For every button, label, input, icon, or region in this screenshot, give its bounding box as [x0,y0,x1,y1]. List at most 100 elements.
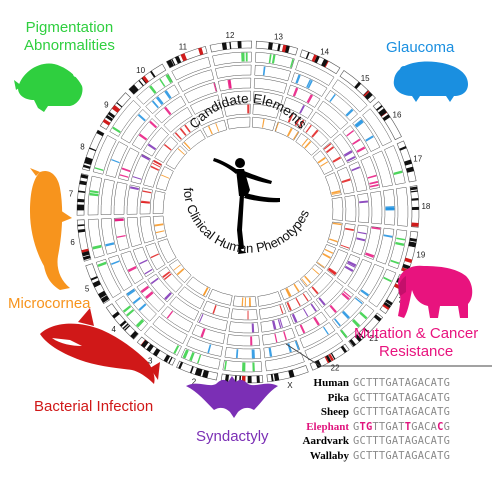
track-ring [183,81,218,104]
label-microcornea-line1: Microcornea [8,295,91,312]
chromosome-label: X [287,381,293,390]
species-sequence: GTGTTGATTGACACG [353,420,451,433]
track-ring [163,106,193,133]
chromosome-label: 13 [274,33,283,42]
track-ring [197,312,228,332]
track-ring [152,190,166,215]
track-ring [217,77,252,92]
label-glaucoma: Glaucoma [386,39,454,57]
track-ring [279,280,305,301]
track-ring [224,347,262,360]
track-ring [324,172,342,197]
track-ring [172,118,200,143]
track-ring [202,300,231,319]
track-ring [120,250,144,285]
bat-icon [186,376,278,418]
track-ring [395,186,409,227]
chromosome-10 [128,63,167,95]
track-ring [251,116,276,131]
chromosome-label: 9 [104,100,109,109]
track-ring [109,99,141,137]
track-ring [92,135,117,175]
label-pigmentation: Pigmentation Abnormalities [24,19,115,55]
species-name: Human [313,377,349,389]
track-ring [327,221,343,247]
alignment-row: Wallaby GCTTTGATAGACATG [287,449,450,464]
track-ring [261,327,296,346]
phenotype-tracks [89,52,406,372]
track-ring [331,296,365,329]
chromosome-4 [105,303,139,340]
species-name: Pika [327,391,349,404]
species-name: Aardvark [302,435,349,448]
track-ring [155,166,174,191]
track-ring [317,100,349,130]
chromosome-label: 12 [226,31,235,40]
track-ring [87,218,105,259]
circos-rings [87,51,409,373]
label-bacterial-line1: Bacterial Infection [34,398,154,415]
track-ring [264,352,305,372]
track-ring [326,249,349,277]
species-name: Elephant [306,420,349,433]
track-ring [126,216,143,248]
species-sequence: GCTTTGATAGACATG [353,449,451,462]
species-sequence: GCTTTGATAGACATG [353,406,451,419]
chromosome-11 [166,46,208,69]
species-sequence: GCTTTGATAGACATG [353,435,451,448]
track-ring [130,153,151,185]
track-ring [131,118,160,150]
track-ring [362,108,392,147]
track-ring [331,79,368,113]
track-ring [144,325,182,356]
track-ring [370,190,383,225]
track-ring [145,84,180,115]
chromosome-label: 11 [179,42,188,51]
chromosome-label: 17 [413,154,422,163]
chromosome-label: 3 [148,357,153,366]
chromosome-label: 4 [111,325,116,334]
alignment-row: Pika GCTTTGATAGACATG [287,391,450,406]
chromosome-label: 10 [136,66,145,75]
label-glaucoma-line1: Glaucoma [386,39,455,56]
track-ring [108,254,133,292]
track-ring [357,192,370,224]
label-pigmentation-line2: Abnormalities [24,37,115,54]
track-ring [372,150,393,188]
species-name: Wallaby [309,449,349,462]
track-ring [152,215,167,240]
track-ring [230,308,258,321]
track-ring [344,194,357,222]
track-ring [384,145,406,185]
track-ring [331,196,344,221]
track-ring [215,64,252,79]
species-sequence: GCTTTGATAGACATG [353,391,451,404]
track-ring [360,155,381,190]
track-ring [258,303,287,320]
track-ring [126,184,141,215]
track-ring [171,56,211,81]
track-ring [157,238,177,264]
alignment-row: Human GCTTTGATAGACATG [287,376,450,391]
track-ring [152,316,188,345]
alignment-row: Elephant GTGTTGATTGACACG [287,420,450,435]
track-ring [312,150,334,175]
chromosome-label: 15 [361,74,370,83]
track-ring [220,90,251,105]
track-ring [339,304,375,339]
chromosome-label: 18 [421,202,430,211]
dolphin-icon [30,168,72,290]
species-name: Sheep [320,406,349,419]
track-ring [143,159,163,188]
track-ring [158,266,183,293]
label-syndactyly: Syndactyly [196,428,269,446]
label-microcornea: Microcornea [8,295,91,313]
chromosome-label: 7 [69,190,74,199]
track-ring [257,291,282,307]
track-ring [304,332,344,361]
chromosome-label: 2 [192,378,197,387]
track-ring [253,90,284,107]
track-ring [143,127,169,157]
chromosome-label: 8 [80,142,85,151]
chromosome-label: 5 [85,284,90,293]
